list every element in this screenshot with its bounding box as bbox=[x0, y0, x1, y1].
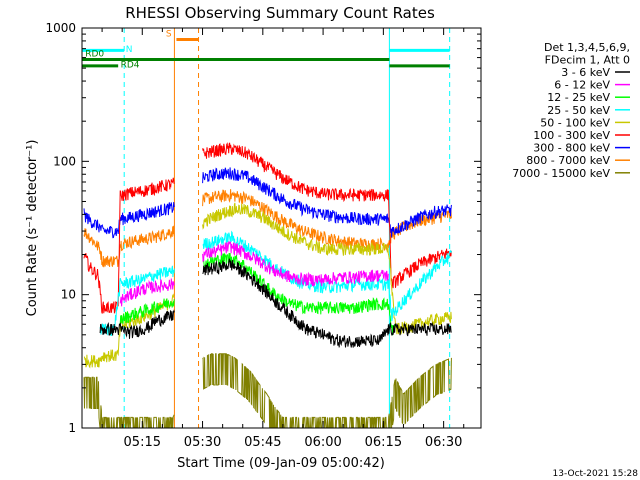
footer-timestamp: 13-Oct-2021 15:28 bbox=[553, 469, 639, 479]
x-tick-label: 05:15 bbox=[124, 435, 161, 450]
y-tick-label: 1 bbox=[68, 421, 76, 435]
y-tick-label: 100 bbox=[53, 154, 76, 168]
legend: Det 1,3,4,5,6,9,FDecim 1, Att 03 - 6 keV… bbox=[512, 41, 630, 180]
legend-entry-label: 25 - 50 keV bbox=[547, 104, 610, 117]
y-tick-label: 10 bbox=[61, 288, 76, 302]
legend-entry-label: 100 - 300 keV bbox=[533, 129, 610, 142]
series-100-300-kev bbox=[83, 142, 452, 314]
legend-entry-label: 800 - 7000 keV bbox=[526, 154, 610, 167]
x-tick-label: 05:45 bbox=[244, 435, 281, 450]
series-6-12-kev bbox=[119, 241, 389, 307]
series-7000-15000-kev bbox=[83, 353, 452, 428]
plot-frame bbox=[81, 27, 482, 429]
x-axis-label: Start Time (09-Jan-09 05:00:42) bbox=[177, 456, 385, 471]
chart-title: RHESSI Observing Summary Count Rates bbox=[125, 4, 435, 22]
y-axis-label: Count Rate (s⁻¹ detector⁻¹) bbox=[25, 140, 40, 317]
series-300-800-kev bbox=[83, 167, 452, 239]
annotation-rd4: RD4 bbox=[121, 61, 140, 71]
annotation-s: S bbox=[166, 30, 172, 40]
y-tick-label: 1000 bbox=[45, 21, 76, 35]
series-3-6-kev bbox=[99, 257, 452, 348]
legend-entry-label: 300 - 800 keV bbox=[533, 142, 610, 155]
legend-entry-label: 3 - 6 keV bbox=[561, 66, 610, 79]
annotation-n: N bbox=[126, 45, 133, 55]
legend-entry-label: 12 - 25 keV bbox=[547, 91, 610, 104]
x-tick-label: 06:00 bbox=[304, 435, 341, 450]
x-tick-label: 06:15 bbox=[365, 435, 402, 450]
series-12-25-kev bbox=[119, 252, 396, 336]
legend-entry-label: 7000 - 15000 keV bbox=[512, 167, 610, 180]
series-50-100-kev bbox=[83, 202, 452, 369]
legend-header-line: Det 1,3,4,5,6,9, bbox=[544, 41, 630, 54]
series-800-7000-kev bbox=[83, 189, 452, 268]
annotation-rd0: RD0 bbox=[85, 50, 104, 60]
legend-header-line: FDecim 1, Att 0 bbox=[545, 54, 630, 67]
x-tick-label: 05:30 bbox=[184, 435, 221, 450]
legend-entry-label: 6 - 12 keV bbox=[554, 79, 610, 92]
x-tick-label: 06:30 bbox=[425, 435, 462, 450]
legend-entry-label: 50 - 100 keV bbox=[540, 116, 610, 129]
